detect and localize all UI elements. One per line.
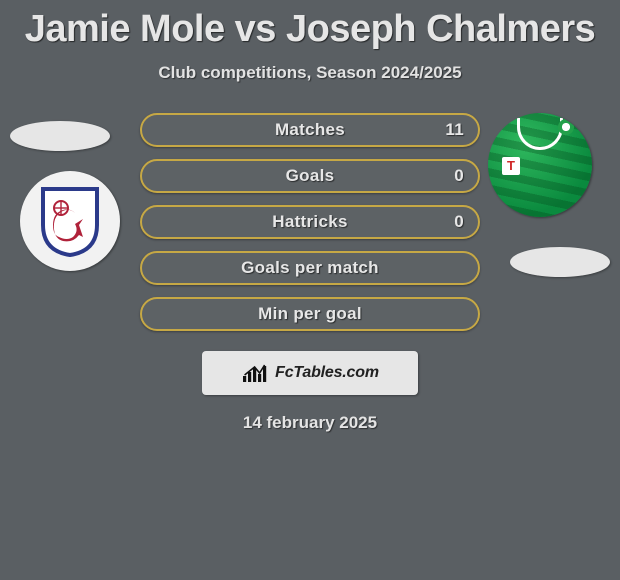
stat-value-right: 0 bbox=[454, 166, 464, 186]
page-title: Jamie Mole vs Joseph Chalmers bbox=[0, 0, 620, 51]
date-text: 14 february 2025 bbox=[0, 413, 620, 433]
bars-icon bbox=[241, 362, 269, 384]
stats-list: Matches 11 Goals 0 Hattricks 0 Goals per… bbox=[140, 113, 480, 331]
stat-value-right: 11 bbox=[445, 120, 464, 140]
left-club-badge bbox=[20, 171, 120, 271]
shield-icon bbox=[39, 185, 101, 257]
stat-row-matches: Matches 11 bbox=[140, 113, 480, 147]
stat-row-hattricks: Hattricks 0 bbox=[140, 205, 480, 239]
right-player-oval bbox=[510, 247, 610, 277]
stat-row-goals: Goals 0 bbox=[140, 159, 480, 193]
right-player-avatar: T bbox=[488, 113, 592, 217]
jersey-collar-icon bbox=[517, 118, 563, 150]
stat-label: Min per goal bbox=[258, 304, 362, 324]
brand-box[interactable]: FcTables.com bbox=[202, 351, 418, 395]
stat-label: Hattricks bbox=[272, 212, 347, 232]
comparison-panel: T Matches 11 Goals 0 Hattricks 0 Goals p… bbox=[0, 113, 620, 433]
jersey-patch-icon bbox=[558, 119, 574, 135]
stat-row-min-per-goal: Min per goal bbox=[140, 297, 480, 331]
jersey-letter: T bbox=[502, 157, 520, 175]
stat-label: Goals bbox=[286, 166, 335, 186]
left-player-oval bbox=[10, 121, 110, 151]
stat-label: Goals per match bbox=[241, 258, 379, 278]
page-subtitle: Club competitions, Season 2024/2025 bbox=[0, 63, 620, 83]
stat-value-right: 0 bbox=[454, 212, 464, 232]
stat-row-goals-per-match: Goals per match bbox=[140, 251, 480, 285]
stat-label: Matches bbox=[275, 120, 345, 140]
brand-text: FcTables.com bbox=[275, 364, 379, 382]
